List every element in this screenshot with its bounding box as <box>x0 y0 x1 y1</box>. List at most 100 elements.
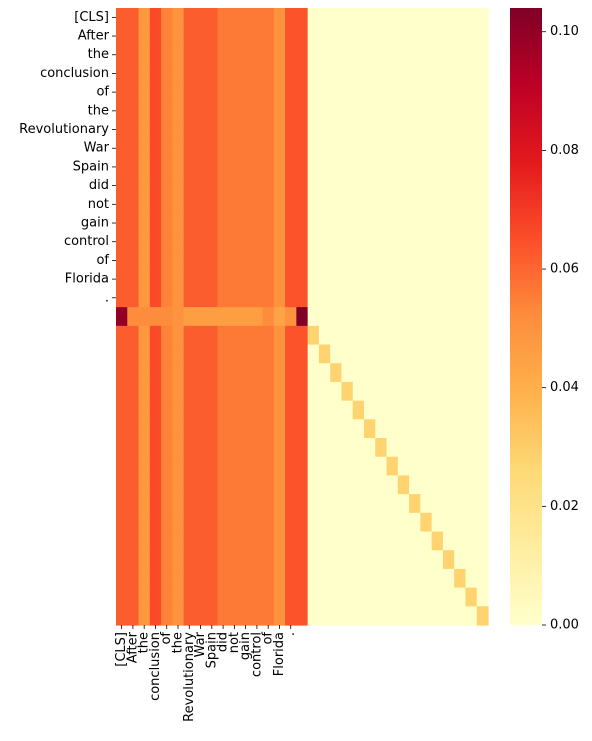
heatmap-cell <box>240 475 252 495</box>
heatmap-cell <box>127 363 140 383</box>
heatmap-cell <box>330 232 343 252</box>
heatmap-cell <box>138 64 151 84</box>
heatmap-cell <box>116 176 128 196</box>
heatmap-cell <box>251 438 264 458</box>
heatmap-cell <box>375 400 388 420</box>
heatmap-cell <box>454 307 467 327</box>
heatmap-cell <box>364 157 376 177</box>
colorbar: 0.00 0.02 0.04 0.06 0.08 0.10 <box>510 8 579 633</box>
heatmap-cell <box>206 325 219 346</box>
heatmap-cell <box>386 606 399 626</box>
y-tick-label: Spain <box>73 159 109 174</box>
heatmap-cell <box>375 456 388 477</box>
heatmap-cell <box>285 531 297 551</box>
heatmap-cell <box>273 381 286 402</box>
heatmap-cell <box>273 531 286 551</box>
heatmap-cell <box>206 82 219 103</box>
heatmap-cell <box>116 157 128 177</box>
heatmap-cell <box>194 176 207 196</box>
heatmap-cell <box>476 475 489 495</box>
heatmap-cell <box>116 307 128 327</box>
heatmap-cell <box>149 400 162 420</box>
heatmap-cell <box>273 194 286 215</box>
heatmap-cell <box>127 120 140 140</box>
heatmap-cell <box>217 8 230 28</box>
heatmap-cell <box>149 587 162 607</box>
heatmap-cell <box>375 475 388 495</box>
heatmap-cell <box>228 606 241 626</box>
heatmap-cell <box>262 531 275 551</box>
heatmap-cell <box>194 213 207 233</box>
heatmap-cell <box>341 419 354 439</box>
heatmap-cell <box>206 288 219 308</box>
heatmap-cell <box>183 26 196 46</box>
heatmap-cell <box>442 157 455 177</box>
heatmap-cell <box>397 606 410 626</box>
heatmap-cell <box>352 138 365 159</box>
heatmap-cell <box>251 64 264 84</box>
heatmap-cell <box>217 606 230 626</box>
heatmap-cell <box>217 138 230 159</box>
heatmap-cell <box>397 176 410 196</box>
heatmap-cell <box>296 251 309 271</box>
heatmap-cell <box>364 26 376 46</box>
heatmap-cell <box>386 325 399 346</box>
heatmap-cell <box>240 232 252 252</box>
heatmap-cell <box>307 213 320 233</box>
heatmap-cell <box>251 101 264 121</box>
heatmap-cell <box>194 101 207 121</box>
heatmap-cell <box>409 176 421 196</box>
heatmap-cell <box>397 438 410 458</box>
heatmap-cell <box>409 400 421 420</box>
heatmap-cell <box>442 26 455 46</box>
heatmap-cell <box>285 456 297 477</box>
heatmap-cell <box>397 138 410 159</box>
heatmap-cell <box>161 400 173 420</box>
heatmap-cell <box>273 251 286 271</box>
heatmap-cell <box>161 475 173 495</box>
heatmap-cell <box>386 344 399 364</box>
heatmap-cell <box>262 138 275 159</box>
heatmap-cell <box>454 381 467 402</box>
heatmap-cell <box>420 494 433 514</box>
heatmap-cell <box>262 456 275 477</box>
heatmap-cell <box>409 157 421 177</box>
heatmap-cell <box>149 82 162 103</box>
heatmap-cell <box>217 475 230 495</box>
heatmap-cell <box>341 475 354 495</box>
heatmap-cell <box>194 550 207 570</box>
heatmap-cell <box>465 82 478 103</box>
heatmap-cell <box>454 194 467 215</box>
heatmap-cell <box>341 64 354 84</box>
y-tick-label: Florida <box>65 272 109 287</box>
heatmap-cell <box>454 213 467 233</box>
heatmap-cell <box>352 325 365 346</box>
heatmap-cell <box>431 8 444 28</box>
heatmap-cell <box>206 512 219 533</box>
heatmap-cell <box>228 120 241 140</box>
y-tick-label: the <box>88 47 109 62</box>
heatmap-cell <box>161 550 173 570</box>
heatmap-cell <box>386 512 399 533</box>
heatmap-cell <box>285 232 297 252</box>
heatmap-cell <box>442 82 455 103</box>
heatmap-cell <box>127 101 140 121</box>
heatmap-cell <box>262 568 275 589</box>
heatmap-cell <box>206 269 219 290</box>
heatmap-cell <box>330 194 343 215</box>
heatmap-cell <box>318 120 331 140</box>
heatmap-cell <box>262 232 275 252</box>
heatmap-cell <box>285 381 297 402</box>
heatmap-cell <box>431 363 444 383</box>
x-tick-label: of <box>261 632 276 645</box>
heatmap-cell <box>454 400 467 420</box>
heatmap-cell <box>364 568 376 589</box>
heatmap-cell <box>431 381 444 402</box>
heatmap-cell <box>420 325 433 346</box>
heatmap-cell <box>397 400 410 420</box>
heatmap-cell <box>431 494 444 514</box>
heatmap-cell <box>273 438 286 458</box>
heatmap-cell <box>172 381 185 402</box>
heatmap-cell <box>262 288 275 308</box>
heatmap-cell <box>149 251 162 271</box>
